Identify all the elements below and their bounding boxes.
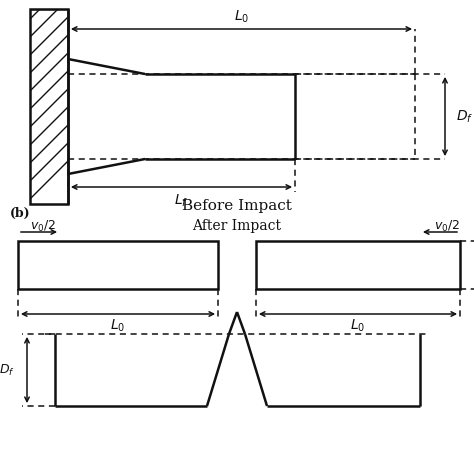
Bar (30, 9, 68, 204)
Text: $L_0$: $L_0$ (234, 9, 249, 25)
Text: $L_0$: $L_0$ (110, 318, 126, 334)
Text: (b): (b) (10, 207, 31, 219)
Text: $L_0$: $L_0$ (350, 318, 365, 334)
Text: $D_f$: $D_f$ (456, 108, 474, 125)
Text: $L_f$: $L_f$ (174, 193, 189, 209)
Text: After Impact: After Impact (192, 219, 282, 233)
Text: $v_0/2$: $v_0/2$ (434, 219, 460, 234)
Bar (18, 241, 218, 289)
Text: $D_f$: $D_f$ (0, 363, 15, 378)
Text: $v_0/2$: $v_0/2$ (30, 219, 55, 234)
Bar (256, 241, 460, 289)
Text: Before Impact: Before Impact (182, 199, 292, 213)
